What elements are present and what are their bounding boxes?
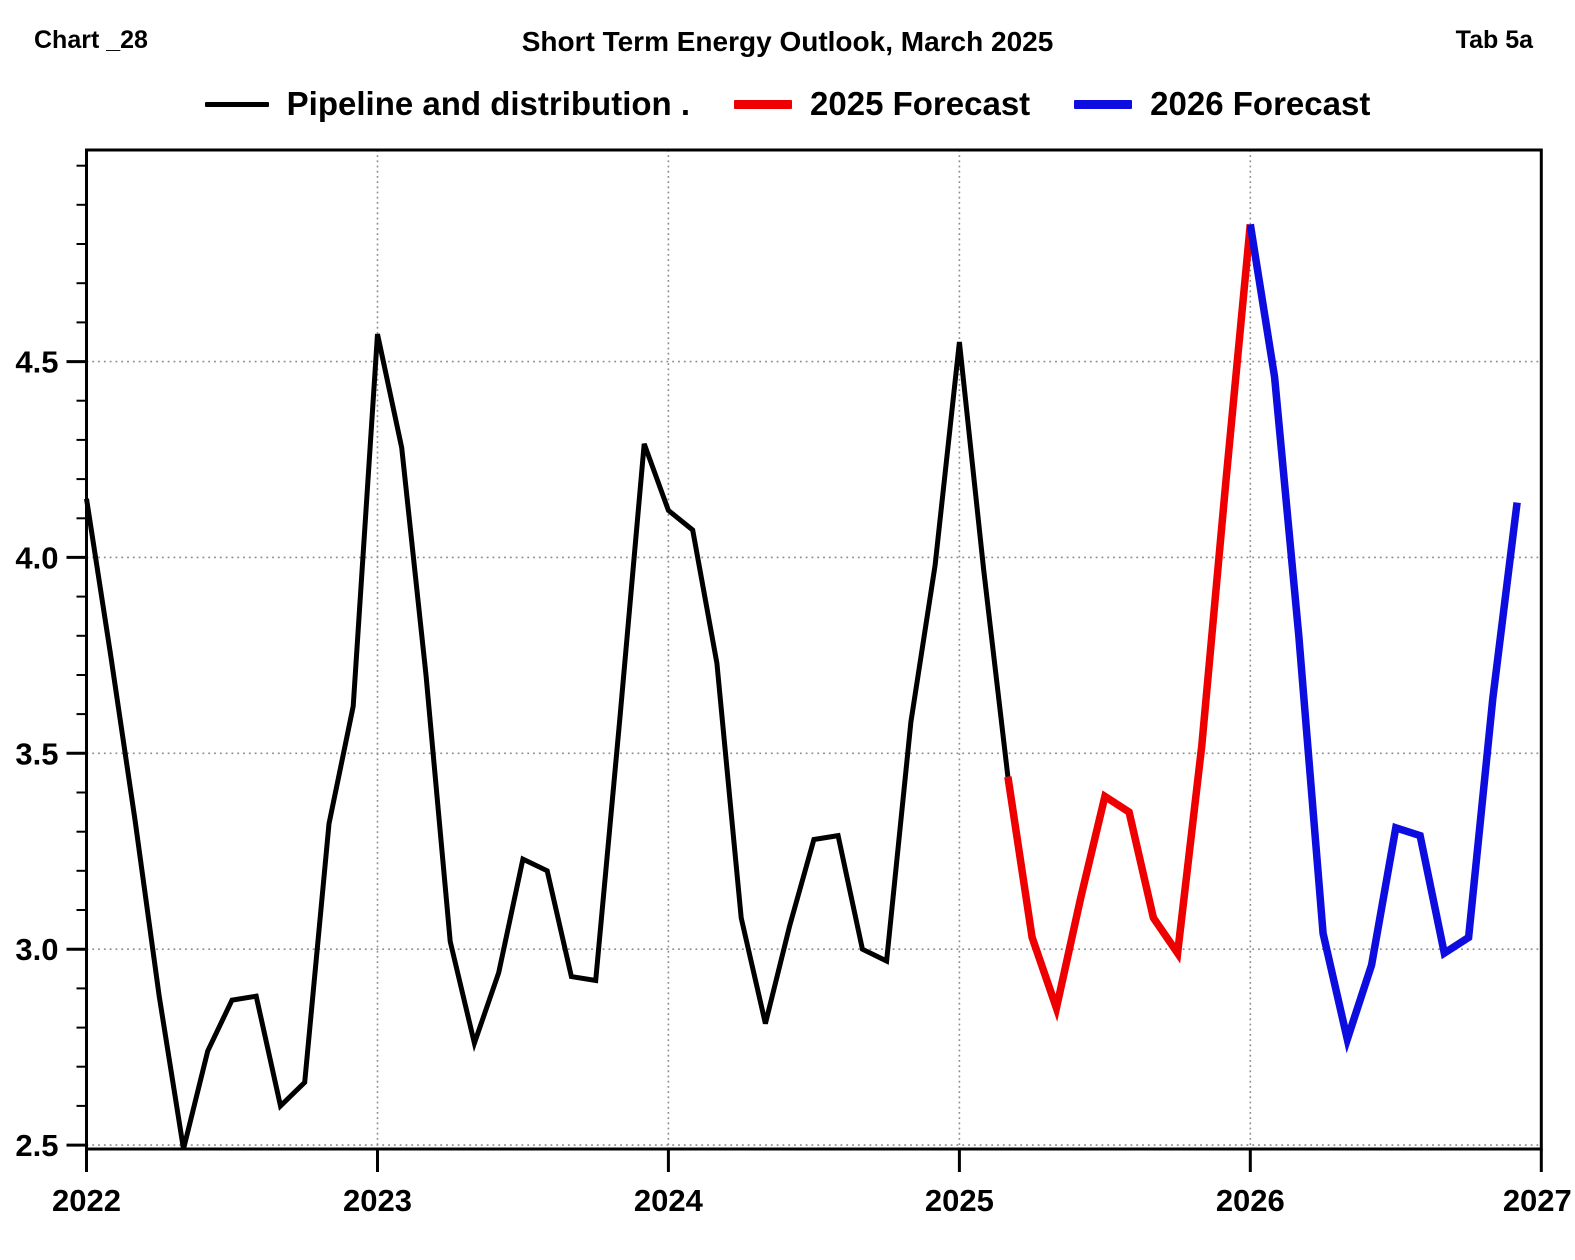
y-axis-tick-label: 4.0 [15,540,58,575]
y-axis-tick-label: 4.5 [15,345,58,380]
series-line-pipeline-and-distribution [84,333,1011,1150]
legend: Pipeline and distribution . 2025 Forecas… [0,80,1575,128]
x-axis-tick-label: 2027 [1503,1183,1572,1218]
legend-item-2025-forecast: 2025 Forecast [734,85,1030,123]
legend-item-history: Pipeline and distribution . [204,85,691,123]
y-axis-tick-label: 3.0 [15,932,58,967]
forecast-2026-line-swatch-icon [1074,99,1133,109]
x-axis-tick-label: 2025 [925,1183,994,1218]
x-axis-tick-label: 2022 [52,1183,121,1218]
series-line-2026-forecast [1246,223,1521,1054]
history-line-swatch-icon [204,101,269,107]
legend-label-2026-forecast: 2026 Forecast [1150,85,1371,122]
y-axis-tick-label: 2.5 [15,1128,58,1163]
chart-number-label: Chart _28 [34,26,148,54]
page-title: Short Term Energy Outlook, March 2025 [521,26,1054,57]
legend-label-2025-forecast: 2025 Forecast [810,85,1031,122]
tab-reference-label: Tab 5a [1455,26,1533,54]
x-axis-tick-label: 2023 [343,1183,412,1218]
y-axis-tick-label: 3.5 [15,736,58,771]
forecast-2025-line-swatch-icon [734,99,793,109]
x-axis-tick-label: 2026 [1216,1183,1285,1218]
header: Chart _28 Short Term Energy Outlook, Mar… [0,26,1575,62]
x-axis-tick-label: 2024 [634,1183,704,1218]
series-line-2025-forecast [1004,224,1255,1022]
legend-item-2026-forecast: 2026 Forecast [1074,85,1370,123]
plot-frame [85,148,1543,1151]
legend-label-history: Pipeline and distribution . [286,85,691,122]
